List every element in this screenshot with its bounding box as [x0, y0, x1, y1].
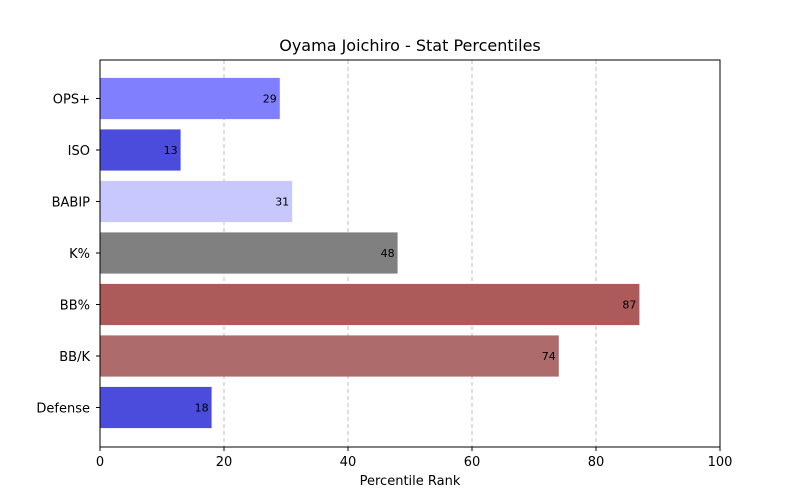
data-label: 48 — [381, 247, 395, 260]
data-label: 87 — [622, 299, 636, 312]
x-tick-label: 20 — [216, 455, 233, 470]
x-axis-label: Percentile Rank — [360, 474, 461, 489]
bars: 29 13 31 48 87 74 18 — [100, 77, 640, 429]
y-axis-ticks: OPS+ ISO BABIP K% BB% BB/K Defense — [36, 93, 100, 417]
grid-lines — [223, 60, 597, 447]
bar-k- — [100, 232, 398, 274]
data-label: 74 — [542, 350, 556, 363]
y-tick-label: ISO — [68, 144, 90, 159]
y-tick-label: BB% — [60, 299, 90, 314]
y-tick-label: K% — [69, 247, 90, 262]
y-tick-label: OPS+ — [53, 93, 90, 108]
y-tick-label: BABIP — [52, 196, 91, 211]
x-tick-label: 80 — [588, 455, 605, 470]
chart-title: Oyama Joichiro - Stat Percentiles — [279, 36, 541, 55]
x-tick-label: 40 — [340, 455, 357, 470]
data-label: 13 — [164, 144, 178, 157]
bar-bb-k — [100, 335, 559, 377]
bar-iso — [100, 129, 181, 171]
y-tick-label: Defense — [36, 402, 90, 417]
bar-ops- — [100, 77, 280, 120]
x-axis-ticks: 0 20 40 60 80 100 — [96, 447, 733, 470]
x-tick-label: 60 — [464, 455, 481, 470]
x-tick-label: 0 — [96, 455, 104, 470]
y-tick-label: BB/K — [59, 350, 90, 365]
bar-defense — [100, 386, 212, 429]
data-label: 31 — [275, 196, 289, 209]
data-label: 29 — [263, 93, 277, 106]
x-tick-label: 100 — [708, 455, 733, 470]
bar-babip — [100, 180, 293, 223]
bar-bb- — [100, 283, 640, 326]
data-label: 18 — [195, 402, 209, 415]
